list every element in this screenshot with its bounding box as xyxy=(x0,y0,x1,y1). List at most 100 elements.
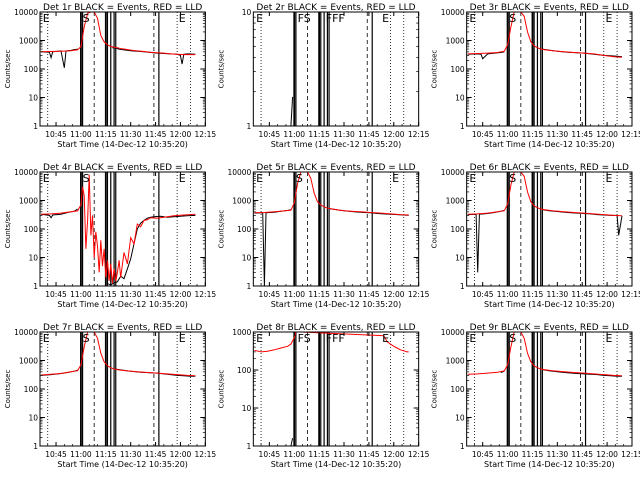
y-tick-label: 1000 xyxy=(19,37,38,46)
series-lld-line xyxy=(41,12,196,56)
y-tick-label: 10000 xyxy=(441,328,465,337)
x-axis-label: Start Time (14-Dec-12 10:35:20) xyxy=(271,140,402,149)
y-tick-label: 100 xyxy=(450,385,465,394)
plot-area xyxy=(254,332,409,446)
y-tick-label: 100 xyxy=(24,385,39,394)
y-tick-label: 1 xyxy=(33,442,38,451)
y-tick-label: 1000 xyxy=(19,197,38,206)
x-tick-label: 11:45 xyxy=(358,130,380,139)
series-lld-line xyxy=(467,172,623,217)
x-tick-label: 10:45 xyxy=(259,130,281,139)
axes-frame xyxy=(252,171,420,287)
axes-frame xyxy=(39,331,206,447)
y-tick-label: 10 xyxy=(455,414,465,423)
annotation-label: E xyxy=(179,12,186,25)
x-tick-label: 11:30 xyxy=(333,290,355,299)
x-tick-label: 12:00 xyxy=(596,450,618,459)
panel-title: Det 2r BLACK = Events, RED = LLD xyxy=(256,3,415,13)
x-tick-label: 12:15 xyxy=(408,130,430,139)
y-tick-label: 100 xyxy=(450,65,465,74)
y-axis-label: Counts/sec xyxy=(431,50,439,89)
panel-title: Det 3r BLACK = Events, RED = LLD xyxy=(470,3,629,13)
axes-frame xyxy=(466,171,633,287)
x-tick-label: 11:15 xyxy=(522,130,544,139)
x-tick-label: 12:00 xyxy=(383,130,405,139)
y-axis-label: Counts/sec xyxy=(4,370,12,409)
x-tick-label: 11:30 xyxy=(547,450,569,459)
annotation-label: S xyxy=(83,172,90,185)
annotation-label: S xyxy=(509,12,516,25)
x-axis-label: Start Time (14-Dec-12 10:35:20) xyxy=(484,300,615,309)
panel-title: Det 8r BLACK = Events, RED = LLD xyxy=(256,323,415,333)
annotation-label: E xyxy=(256,332,263,345)
series-events-line xyxy=(290,438,294,446)
annotation-label: E xyxy=(256,172,263,185)
series-events-line xyxy=(41,208,196,286)
x-tick-label: 11:30 xyxy=(333,130,355,139)
annotation-label: E xyxy=(382,12,389,25)
axes-frame xyxy=(39,171,206,287)
annotation-label: E xyxy=(469,332,476,345)
series-lld-line xyxy=(467,332,623,377)
annotation-label: E xyxy=(179,332,186,345)
x-tick-label: 10:45 xyxy=(472,130,494,139)
y-tick-label: 100 xyxy=(24,65,39,74)
y-tick-label: 100 xyxy=(450,225,465,234)
y-tick-label: 1000 xyxy=(446,197,465,206)
series-events-line xyxy=(290,96,294,126)
annotation-label: FS xyxy=(298,12,311,25)
x-tick-label: 11:00 xyxy=(283,450,305,459)
x-tick-label: 12:15 xyxy=(621,290,640,299)
y-tick-label: 10000 xyxy=(14,168,38,177)
axes-frame xyxy=(466,331,633,447)
x-tick-label: 11:00 xyxy=(283,290,305,299)
series-events-line xyxy=(467,48,623,60)
y-tick-label: 10 xyxy=(242,254,252,263)
series-events-line xyxy=(500,369,622,377)
y-tick-label: 10000 xyxy=(14,8,38,17)
y-tick-label: 1000 xyxy=(19,357,38,366)
y-tick-label: 1 xyxy=(460,442,465,451)
x-tick-label: 11:15 xyxy=(522,290,544,299)
panel-title: Det 7r BLACK = Events, RED = LLD xyxy=(43,323,202,333)
x-tick-label: 11:45 xyxy=(145,130,167,139)
x-tick-label: 11:15 xyxy=(308,450,330,459)
x-tick-label: 11:15 xyxy=(95,290,117,299)
y-tick-label: 10 xyxy=(28,414,38,423)
annotation-label: E xyxy=(256,12,263,25)
x-tick-label: 10:45 xyxy=(45,290,67,299)
x-tick-label: 10:45 xyxy=(259,290,281,299)
plot-area xyxy=(254,172,409,286)
x-tick-label: 11:00 xyxy=(497,130,519,139)
x-axis-label: Start Time (14-Dec-12 10:35:20) xyxy=(57,300,188,309)
x-tick-label: 12:00 xyxy=(383,290,405,299)
x-tick-label: 11:30 xyxy=(120,290,142,299)
axes-frame xyxy=(466,11,633,127)
axes-frame xyxy=(252,11,420,127)
annotation-label: S xyxy=(83,12,90,25)
x-tick-label: 10:45 xyxy=(472,290,494,299)
x-tick-label: 12:00 xyxy=(170,290,192,299)
series-lld-line xyxy=(254,172,409,216)
annotation-label: FS xyxy=(298,332,311,345)
x-tick-label: 11:45 xyxy=(145,290,167,299)
y-tick-label: 1 xyxy=(247,122,252,131)
y-tick-label: 1000 xyxy=(446,357,465,366)
x-axis-label: Start Time (14-Dec-12 10:35:20) xyxy=(484,460,615,469)
annotation-label: FFF xyxy=(326,332,345,345)
x-tick-label: 11:15 xyxy=(95,450,117,459)
x-tick-label: 12:15 xyxy=(621,450,640,459)
x-tick-label: 12:15 xyxy=(195,450,217,459)
x-tick-label: 12:15 xyxy=(621,130,640,139)
x-tick-label: 11:15 xyxy=(95,130,117,139)
series-events-line xyxy=(467,209,623,273)
panel-title: Det 5r BLACK = Events, RED = LLD xyxy=(256,163,415,173)
x-axis-label: Start Time (14-Dec-12 10:35:20) xyxy=(271,300,402,309)
annotation-label: E xyxy=(605,332,612,345)
